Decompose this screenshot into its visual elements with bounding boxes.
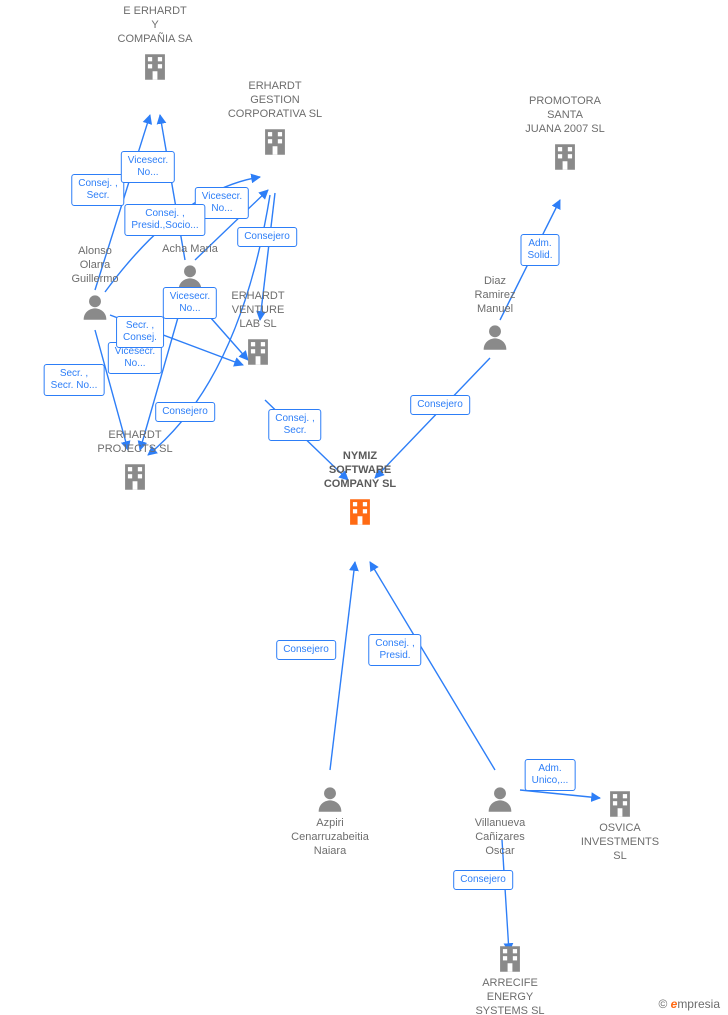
edge-label-evlab-nymiz[interactable]: Consej. , Secr. [268,409,321,441]
edge-label-acha-evlab[interactable]: Vicesecr. No... [163,287,217,319]
edge-label-alonso-evlab[interactable]: Secr. , Consej. [116,316,164,348]
person-icon [313,782,347,816]
building-icon [138,50,172,84]
edge-label-egestion-evlab[interactable]: Consejero [237,227,297,247]
edge-label-diaz-nymiz[interactable]: Consejero [410,395,470,415]
edge-label-villanueva-osvica[interactable]: Adm. Unico,... [525,759,576,791]
copyright-symbol: © [658,997,667,1011]
node-arrecife[interactable]: ARRECIFEENERGYSYSTEMS SL [450,938,570,1015]
building-icon [343,495,377,529]
brand-rest: mpresia [677,997,720,1011]
edge-label-diaz-promotora[interactable]: Adm. Solid. [520,234,559,266]
edge-label-villanueva-nymiz[interactable]: Consej. , Presid. [368,634,421,666]
building-icon [258,125,292,159]
building-icon [493,942,527,976]
node-nymiz[interactable]: NYMIZSOFTWARECOMPANY SL [300,449,420,529]
edge-azpiri-nymiz [330,562,355,770]
edge-villanueva-nymiz [370,562,495,770]
edge-label-alonso-egestion[interactable]: Consej. , Presid.,Socio... [124,204,205,236]
edge-acha-eerhardt [160,115,185,260]
node-eerhardt[interactable]: E ERHARDTYCOMPAÑIA SA [95,4,215,84]
edge-label-alonso-eprojects[interactable]: Secr. , Secr. No... [44,364,105,396]
node-egestion[interactable]: ERHARDTGESTIONCORPORATIVA SL [215,79,335,159]
building-icon [241,335,275,369]
person-icon [478,320,512,354]
person-icon [483,782,517,816]
building-icon [603,787,637,821]
node-promotora[interactable]: PROMOTORASANTAJUANA 2007 SL [505,94,625,174]
edge-label-villanueva-arrecife[interactable]: Consejero [453,870,513,890]
node-diaz[interactable]: DiazRamirezManuel [435,274,555,354]
network-canvas: { "diagram": { "type": "network", "backg… [0,0,728,1015]
node-osvica[interactable]: OSVICAINVESTMENTSSL [560,783,680,863]
edge-label-acha-eerhardt[interactable]: Vicesecr. No... [121,151,175,183]
node-eprojects[interactable]: ERHARDTPROJECTS SL [75,428,195,494]
edge-label-azpiri-nymiz[interactable]: Consejero [276,640,336,660]
edge-label-egestion-eprojects[interactable]: Consejero [155,402,215,422]
building-icon [548,140,582,174]
person-icon [78,290,112,324]
building-icon [118,460,152,494]
footer-credit: © empresia [658,997,720,1011]
edge-label-alonso-eerhardt[interactable]: Consej. , Secr. [71,174,124,206]
node-azpiri[interactable]: AzpiriCenarruzabeitiaNaiara [270,778,390,858]
